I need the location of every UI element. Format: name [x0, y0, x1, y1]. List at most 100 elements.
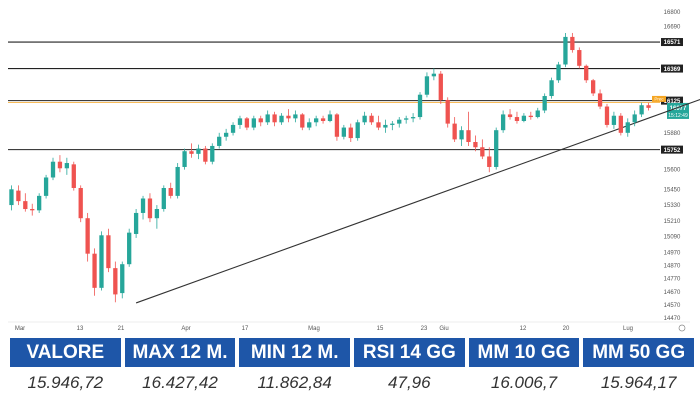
candle [376, 115, 381, 131]
price-tick-label: 16800 [664, 10, 681, 16]
settings-icon[interactable] [678, 324, 686, 332]
candle-body [535, 110, 540, 118]
candle-body [632, 114, 637, 123]
stat-label: MIN 12 M. [239, 338, 350, 367]
candle-body [113, 268, 118, 295]
candle [307, 118, 312, 131]
candle [140, 195, 146, 220]
candle-body [154, 209, 160, 219]
candle [71, 161, 76, 191]
candle [563, 32, 568, 68]
candles-layer [9, 32, 651, 303]
candle-body [646, 105, 651, 108]
time-tick-label: Giu [439, 326, 448, 332]
candle-body [175, 166, 180, 196]
candle [438, 71, 443, 104]
price-tick-label: 16690 [664, 24, 681, 30]
candle-body [127, 232, 132, 265]
candle [127, 228, 132, 267]
stat-rsi-14gg: RSI 14 GG 47,96 [353, 338, 465, 398]
candle [251, 115, 256, 131]
candle [223, 128, 229, 141]
candle [611, 111, 617, 129]
candle [494, 127, 499, 170]
candle [23, 193, 28, 212]
candle-body [507, 114, 513, 118]
stat-label: MM 10 GG [468, 338, 580, 367]
price-tick-label: 14770 [664, 277, 681, 283]
candle-body [217, 136, 222, 146]
candle-body [397, 119, 402, 124]
candle-body [355, 122, 360, 139]
candle-body [314, 118, 319, 123]
candle [196, 144, 201, 160]
candle [113, 261, 118, 303]
candle [9, 185, 14, 211]
price-tick-label: 14670 [664, 290, 681, 296]
candle-body [452, 123, 457, 140]
stat-value: 11.862,84 [257, 373, 332, 392]
level-label: 16369 [664, 67, 681, 73]
candle-body [327, 114, 333, 121]
price-tick-label: 14870 [664, 264, 681, 270]
time-axis: Mar 13 21 Apr 17 Mag 15 23 Giu 12 20 Lug [8, 321, 690, 332]
candle-body [230, 124, 236, 133]
candle-body [376, 122, 381, 128]
candle [584, 64, 589, 83]
candle-body [487, 156, 492, 167]
candle [618, 113, 623, 136]
candle-body [618, 115, 623, 133]
candle [362, 111, 367, 125]
candle [570, 32, 575, 53]
candle-body [459, 130, 464, 140]
stats-table: VALORE 15.946,72 MAX 12 M. 16.427,42 MIN… [10, 338, 694, 398]
candle [237, 115, 243, 129]
candle [161, 185, 166, 212]
candle-body [521, 115, 527, 121]
candle-body [611, 115, 617, 125]
price-tick-label: 15090 [664, 235, 681, 241]
candle [646, 102, 651, 111]
candle [217, 132, 222, 149]
candle [279, 113, 284, 125]
candle [487, 147, 492, 173]
candle-body [168, 187, 173, 196]
candle-body [473, 142, 478, 148]
level-label-box [661, 145, 683, 154]
candle-body [590, 80, 596, 94]
candle [320, 115, 326, 124]
time-tick-label: Mar [15, 326, 25, 332]
current-price-box [667, 102, 689, 119]
candle [182, 148, 187, 170]
candle [286, 109, 291, 123]
price-axis: 16800 16690 15880 15600 15450 15330 15210 15090… [664, 10, 681, 322]
time-tick-label: 12 [520, 326, 527, 332]
candle-body [542, 96, 547, 111]
candle [542, 93, 547, 114]
candle [625, 118, 630, 137]
time-tick-label: 23 [421, 326, 428, 332]
candle-body [410, 117, 416, 119]
time-tick-label: 13 [77, 326, 84, 332]
candle-body [99, 235, 104, 288]
candle-body [196, 148, 201, 154]
candle-body [307, 122, 312, 128]
candle [203, 145, 208, 165]
candle [383, 119, 388, 133]
candle [500, 110, 506, 133]
stat-value: 16.006,7 [490, 373, 558, 392]
candle-body [300, 114, 305, 128]
price-tick-label: 15880 [664, 131, 681, 137]
candle-body [625, 122, 630, 133]
candle-body [514, 117, 520, 121]
candle-body [92, 253, 97, 288]
candle-body [244, 118, 250, 128]
candle [341, 124, 346, 140]
candle-body [604, 106, 610, 125]
candle-body [85, 218, 90, 254]
candle [431, 68, 437, 81]
time-tick-label: Apr [181, 326, 190, 332]
candle-body [584, 65, 589, 81]
level-label-box [661, 38, 683, 47]
